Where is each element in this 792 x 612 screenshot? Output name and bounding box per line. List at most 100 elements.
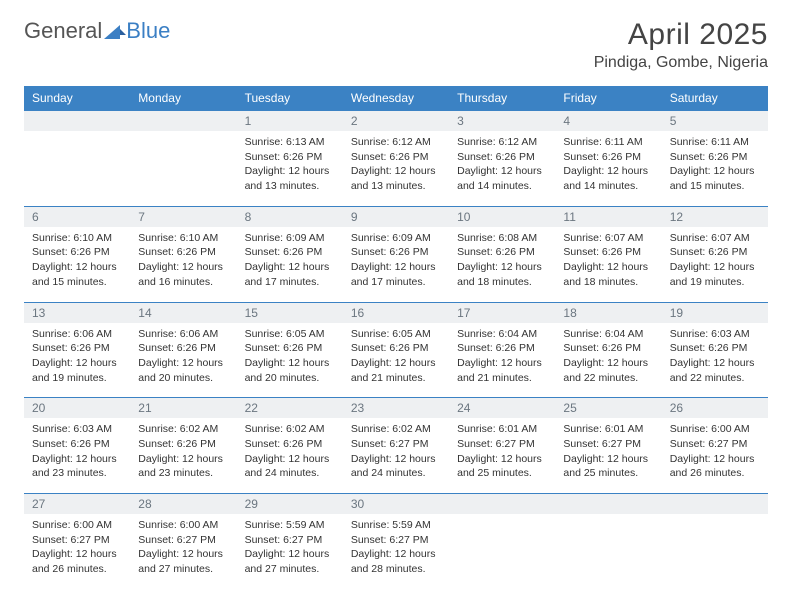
day-number: 11 — [555, 206, 661, 227]
daylight-text: Daylight: 12 hours and 19 minutes. — [670, 260, 760, 289]
sunset-text: Sunset: 6:27 PM — [245, 533, 335, 548]
day-cell: Sunrise: 6:00 AMSunset: 6:27 PMDaylight:… — [130, 514, 236, 589]
content-row: Sunrise: 6:06 AMSunset: 6:26 PMDaylight:… — [24, 323, 768, 398]
day-number: 5 — [662, 111, 768, 132]
sunrise-text: Sunrise: 6:07 AM — [563, 231, 653, 246]
day-number: 4 — [555, 111, 661, 132]
sunset-text: Sunset: 6:26 PM — [245, 150, 335, 165]
day-cell: Sunrise: 6:04 AMSunset: 6:26 PMDaylight:… — [555, 323, 661, 398]
content-row: Sunrise: 6:00 AM Sunset: 6:27 PM Daylight:… — [24, 514, 768, 589]
daylight-text: Daylight: 12 hours and 19 minutes. — [32, 356, 122, 385]
day-number: 10 — [449, 206, 555, 227]
day-number: 25 — [555, 398, 661, 419]
sunrise-text: Sunrise: 6:02 AM — [351, 422, 441, 437]
day-cell — [555, 514, 661, 589]
day-cell — [449, 514, 555, 589]
sunset-text: Sunset: 6:26 PM — [457, 150, 547, 165]
sunset-text: Sunset: 6:27 PM — [351, 437, 441, 452]
daylight-text: Daylight: 12 hours and 21 minutes. — [351, 356, 441, 385]
daylight-text: Daylight: 12 hours and 18 minutes. — [563, 260, 653, 289]
sunrise-text: Sunrise: 6:06 AM — [138, 327, 228, 342]
day-number: 14 — [130, 302, 236, 323]
sunset-text: Sunset: 6:26 PM — [32, 245, 122, 260]
sunrise-text: Sunrise: 6:00 AM — [138, 518, 228, 533]
day-number: 21 — [130, 398, 236, 419]
daylight-text: Daylight: 12 hours and 22 minutes. — [563, 356, 653, 385]
day-cell: Sunrise: 6:06 AMSunset: 6:26 PMDaylight:… — [24, 323, 130, 398]
day-cell: Sunrise: 6:06 AMSunset: 6:26 PMDaylight:… — [130, 323, 236, 398]
day-cell: Sunrise: 6:05 AMSunset: 6:26 PMDaylight:… — [343, 323, 449, 398]
day-number: 20 — [24, 398, 130, 419]
day-cell: Sunrise: 6:10 AMSunset: 6:26 PMDaylight:… — [130, 227, 236, 302]
day-cell: Sunrise: 6:07 AMSunset: 6:26 PMDaylight:… — [555, 227, 661, 302]
sunset-text: Sunset: 6:26 PM — [563, 341, 653, 356]
day-number: 7 — [130, 206, 236, 227]
sunrise-text: Sunrise: 6:03 AM — [32, 422, 122, 437]
sunset-text: Sunset: 6:26 PM — [457, 245, 547, 260]
day-cell: Sunrise: 6:01 AMSunset: 6:27 PMDaylight:… — [555, 418, 661, 493]
sunrise-text: Sunrise: 6:05 AM — [351, 327, 441, 342]
day-number: 22 — [237, 398, 343, 419]
sunset-text: Sunset: 6:26 PM — [245, 245, 335, 260]
sunset-text: Sunset: 6:26 PM — [138, 437, 228, 452]
daynum-row: 12345 — [24, 111, 768, 132]
sunset-text: Sunset: 6:26 PM — [670, 341, 760, 356]
sunrise-text: Sunrise: 5:59 AM — [245, 518, 335, 533]
day-number: 27 — [24, 494, 130, 515]
content-row: Sunrise: 6:10 AMSunset: 6:26 PMDaylight:… — [24, 227, 768, 302]
sunset-text: Sunset: 6:26 PM — [245, 437, 335, 452]
col-tuesday: Tuesday — [237, 86, 343, 111]
sunset-text: Sunset: 6:26 PM — [351, 245, 441, 260]
sunset-text: Sunset: 6:26 PM — [245, 341, 335, 356]
daylight-text: Daylight: 12 hours and 27 minutes. — [138, 547, 228, 576]
sunset-text: Sunset: 6:27 PM — [351, 533, 441, 548]
daylight-text: Daylight: 12 hours and 25 minutes. — [457, 452, 547, 481]
sunrise-text: Sunrise: 5:59 AM — [351, 518, 441, 533]
daynum-row: 6789101112 — [24, 206, 768, 227]
day-number — [662, 494, 768, 515]
day-cell: Sunrise: 6:12 AMSunset: 6:26 PMDaylight:… — [343, 131, 449, 206]
sunrise-text: Sunrise: 6:11 AM — [563, 135, 653, 150]
sunrise-text: Sunrise: 6:04 AM — [457, 327, 547, 342]
sunrise-text: Sunrise: 6:00 AM — [32, 518, 122, 533]
day-cell: Sunrise: 6:03 AMSunset: 6:26 PMDaylight:… — [24, 418, 130, 493]
day-number: 28 — [130, 494, 236, 515]
header: General Blue April 2025 Pindiga, Gombe, … — [24, 18, 768, 72]
daylight-text: Daylight: 12 hours and 23 minutes. — [32, 452, 122, 481]
sunrise-text: Sunrise: 6:11 AM — [670, 135, 760, 150]
day-number: 19 — [662, 302, 768, 323]
logo-text-2: Blue — [126, 18, 170, 44]
sunrise-text: Sunrise: 6:02 AM — [245, 422, 335, 437]
day-number: 17 — [449, 302, 555, 323]
col-friday: Friday — [555, 86, 661, 111]
col-wednesday: Wednesday — [343, 86, 449, 111]
sunrise-text: Sunrise: 6:10 AM — [32, 231, 122, 246]
logo-triangle-icon — [104, 23, 126, 39]
day-cell: Sunrise: 6:02 AMSunset: 6:27 PMDaylight:… — [343, 418, 449, 493]
col-monday: Monday — [130, 86, 236, 111]
day-cell — [130, 131, 236, 206]
day-number: 18 — [555, 302, 661, 323]
day-cell: Sunrise: 6:05 AMSunset: 6:26 PMDaylight:… — [237, 323, 343, 398]
day-number: 1 — [237, 111, 343, 132]
daylight-text: Daylight: 12 hours and 22 minutes. — [670, 356, 760, 385]
title-block: April 2025 Pindiga, Gombe, Nigeria — [594, 18, 768, 72]
sunrise-text: Sunrise: 6:05 AM — [245, 327, 335, 342]
sunrise-text: Sunrise: 6:03 AM — [670, 327, 760, 342]
content-row: Sunrise: 6:13 AMSunset: 6:26 PMDaylight:… — [24, 131, 768, 206]
daylight-text: Daylight: 12 hours and 13 minutes. — [351, 164, 441, 193]
day-number — [555, 494, 661, 515]
day-cell: Sunrise: 6:01 AMSunset: 6:27 PMDaylight:… — [449, 418, 555, 493]
day-cell — [24, 131, 130, 206]
day-cell: Sunrise: 6:02 AMSunset: 6:26 PMDaylight:… — [130, 418, 236, 493]
sunset-text: Sunset: 6:26 PM — [563, 150, 653, 165]
daylight-text: Daylight: 12 hours and 24 minutes. — [351, 452, 441, 481]
daylight-text: Daylight: 12 hours and 26 minutes. — [670, 452, 760, 481]
daylight-text: Daylight: 12 hours and 16 minutes. — [138, 260, 228, 289]
day-number: 3 — [449, 111, 555, 132]
sunset-text: Sunset: 6:27 PM — [563, 437, 653, 452]
day-number: 16 — [343, 302, 449, 323]
day-number: 2 — [343, 111, 449, 132]
daylight-text: Daylight: 12 hours and 17 minutes. — [351, 260, 441, 289]
day-number: 24 — [449, 398, 555, 419]
